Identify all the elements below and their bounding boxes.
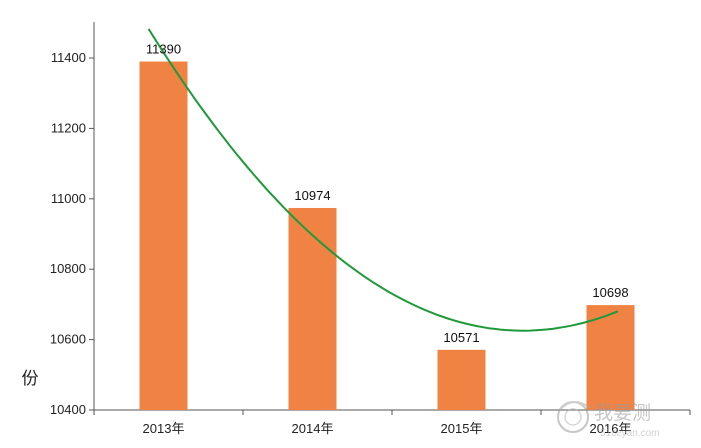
bar [288,207,337,410]
bar [139,61,188,411]
y-tick-label: 10600 [50,332,86,347]
bars [139,61,635,411]
bar [437,349,486,410]
data-label: 10571 [443,330,479,345]
x-tick-label: 2014年 [292,421,334,436]
svg-text:51ceyan.com: 51ceyan.com [600,428,659,439]
data-label: 10698 [592,285,628,300]
data-labels: 11390 10974 10571 10698 [146,42,629,345]
watermark-text: 我要测 [594,402,651,424]
y-tick-label: 11200 [51,120,86,135]
y-tick-label: 11000 [51,191,86,206]
x-tick-label: 2016年 [590,421,632,436]
y-tick-label: 10800 [50,261,86,276]
data-label: 10974 [294,188,330,203]
watermark-logo: 我要测 51ceyan.com [557,401,659,439]
trendline [147,28,619,332]
x-tick-label: 2015年 [441,421,483,436]
x-tick-label: 2013年 [143,421,185,436]
x-ticks: 2013年 2014年 2015年 2016年 [93,410,691,436]
y-unit-label: 份 [22,369,39,389]
y-tick-label: 11400 [51,50,86,65]
bar [586,305,635,410]
y-ticks: 10400 10600 10800 11000 11200 11400 [50,50,94,417]
data-label: 11390 [146,42,181,57]
y-tick-label: 10400 [50,402,86,417]
